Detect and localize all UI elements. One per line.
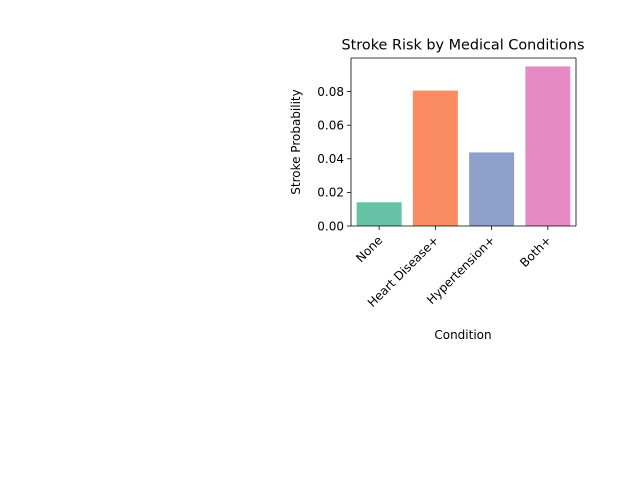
y-tick-label: 0.06 bbox=[317, 119, 344, 133]
bar-both bbox=[525, 66, 571, 227]
y-tick-label: 0.02 bbox=[317, 186, 344, 200]
x-tick-label: Both+ bbox=[517, 233, 554, 270]
y-tick-label: 0.08 bbox=[317, 85, 344, 99]
y-axis-label: Stroke Probability bbox=[289, 89, 303, 195]
y-tick-label: 0.04 bbox=[317, 152, 344, 166]
y-tick-label: 0.00 bbox=[317, 219, 344, 233]
bar-heart-disease bbox=[412, 90, 458, 226]
chart-title: Stroke Risk by Medical Conditions bbox=[342, 38, 585, 54]
bar-hypertension bbox=[469, 152, 515, 226]
x-axis-label: Condition bbox=[434, 328, 491, 342]
bar-none bbox=[356, 202, 402, 226]
x-tick-label: None bbox=[353, 233, 385, 265]
